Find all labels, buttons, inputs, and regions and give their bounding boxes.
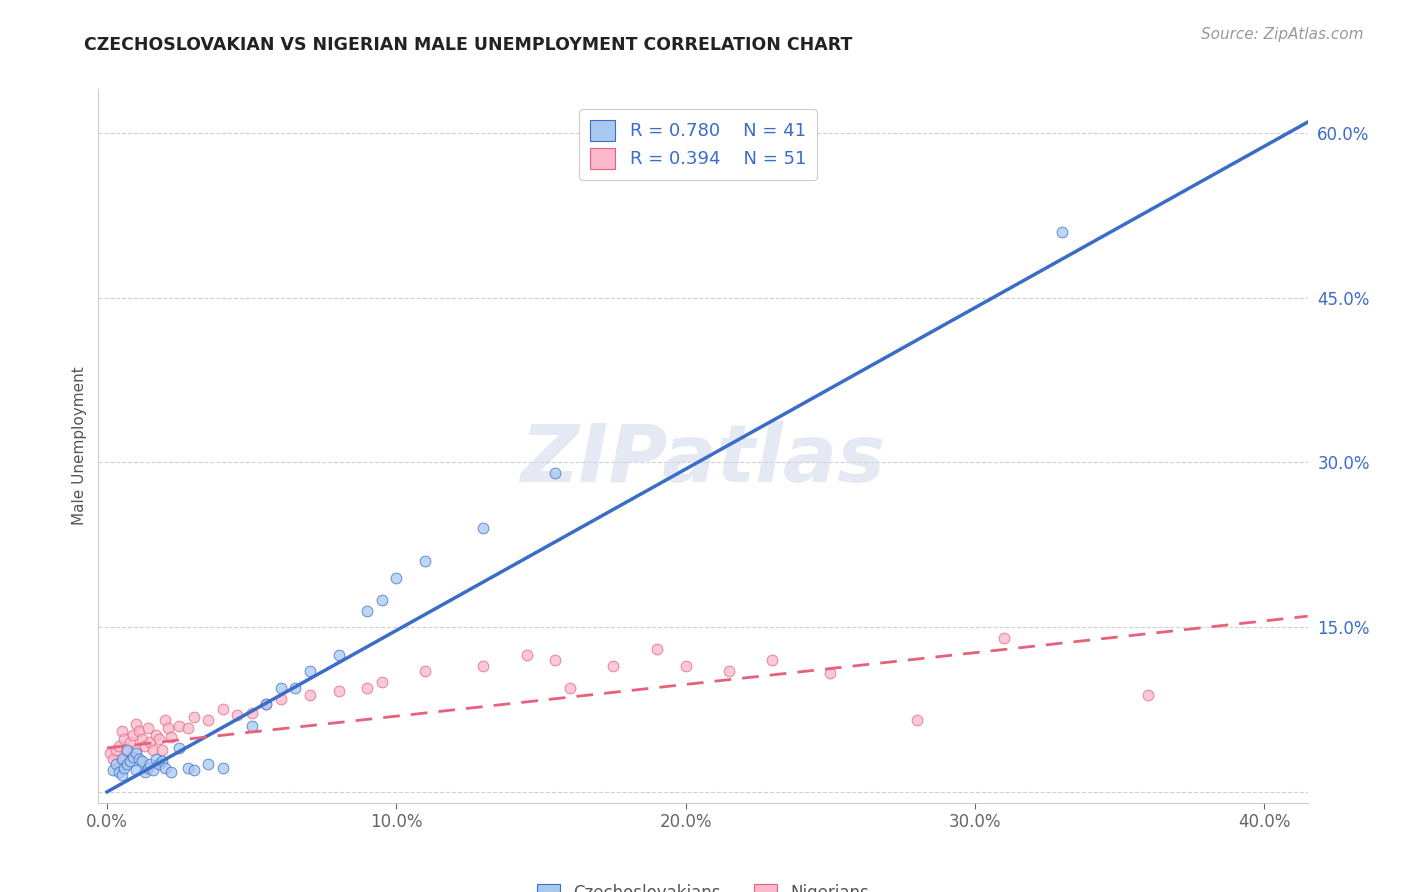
Point (177, 761, 200, 775)
Point (328, 648, 350, 662)
Point (142, 763, 165, 777)
Y-axis label: Male Unemployment: Male Unemployment (72, 367, 87, 525)
Point (139, 735, 162, 749)
Point (114, 732, 136, 747)
Point (298, 664, 321, 678)
Point (125, 743, 148, 757)
Point (515, 648, 537, 662)
Point (104, 757, 127, 772)
Point (150, 754, 173, 768)
Point (131, 754, 153, 768)
Point (110, 768, 132, 782)
Point (544, 653, 567, 667)
Point (125, 747, 148, 761)
Point (602, 658, 624, 673)
Point (107, 739, 129, 753)
Point (153, 761, 176, 775)
Point (148, 732, 170, 747)
Point (131, 732, 153, 747)
Legend: Czechoslovakians, Nigerians: Czechoslovakians, Nigerians (529, 875, 877, 892)
Point (675, 658, 697, 673)
Point (371, 592, 394, 607)
Point (128, 724, 150, 739)
Point (1050, 225, 1073, 239)
Point (254, 697, 277, 711)
Point (117, 743, 139, 757)
Point (993, 631, 1015, 645)
Point (120, 754, 142, 768)
Point (122, 728, 145, 742)
Point (142, 743, 165, 757)
Point (120, 735, 142, 749)
Point (226, 708, 249, 723)
Text: CZECHOSLOVAKIAN VS NIGERIAN MALE UNEMPLOYMENT CORRELATION CHART: CZECHOSLOVAKIAN VS NIGERIAN MALE UNEMPLO… (84, 36, 852, 54)
Point (413, 664, 436, 678)
Point (159, 765, 181, 780)
Point (645, 642, 668, 657)
Point (820, 666, 842, 681)
Point (356, 681, 378, 695)
Point (905, 714, 928, 728)
Point (211, 761, 233, 775)
Point (159, 730, 181, 744)
Point (134, 739, 156, 753)
Point (270, 691, 292, 706)
Point (761, 653, 783, 667)
Point (104, 743, 127, 757)
Point (117, 757, 139, 772)
Point (110, 724, 132, 739)
Point (1137, 688, 1160, 702)
Point (110, 752, 132, 766)
Point (240, 719, 263, 733)
Point (114, 761, 136, 775)
Point (145, 728, 167, 742)
Point (136, 721, 159, 735)
Point (145, 752, 167, 766)
Point (211, 702, 233, 716)
Point (254, 697, 277, 711)
Point (125, 763, 148, 777)
Point (148, 757, 170, 772)
Point (136, 761, 159, 775)
Point (356, 604, 378, 618)
Point (371, 675, 394, 690)
Point (183, 763, 205, 777)
Point (240, 706, 263, 720)
Point (117, 743, 139, 757)
Point (122, 749, 145, 764)
Point (169, 740, 191, 755)
Point (298, 688, 321, 702)
Point (413, 554, 436, 568)
Point (718, 664, 741, 678)
Point (472, 521, 495, 535)
Point (169, 719, 191, 733)
Point (139, 757, 162, 772)
Point (270, 681, 292, 695)
Point (177, 721, 200, 735)
Point (385, 571, 408, 585)
Point (183, 710, 205, 724)
Point (101, 752, 124, 766)
Point (328, 683, 350, 698)
Point (544, 467, 567, 481)
Point (101, 763, 124, 777)
Point (153, 714, 176, 728)
Point (150, 743, 173, 757)
Point (98, 747, 121, 761)
Point (284, 681, 307, 695)
Point (134, 765, 156, 780)
Point (156, 721, 179, 735)
Point (128, 752, 150, 766)
Point (107, 765, 129, 780)
Point (197, 757, 219, 772)
Point (197, 714, 219, 728)
Point (472, 658, 495, 673)
Point (558, 681, 581, 695)
Point (110, 754, 132, 768)
Text: Source: ZipAtlas.com: Source: ZipAtlas.com (1201, 27, 1364, 42)
Text: ZIPatlas: ZIPatlas (520, 421, 886, 500)
Point (125, 716, 148, 731)
